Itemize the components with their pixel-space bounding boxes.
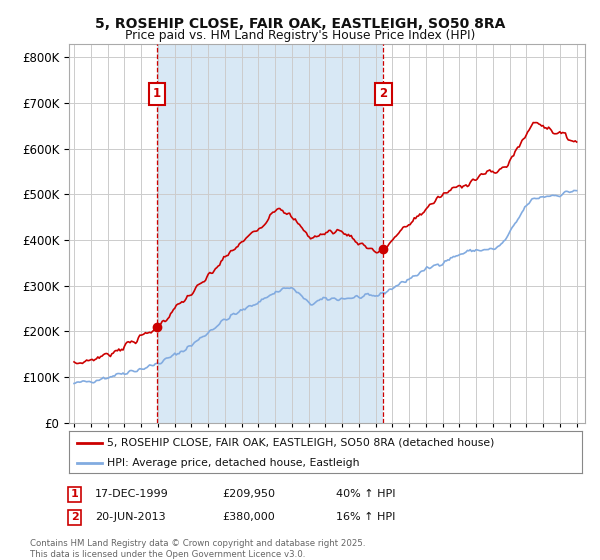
Text: 1: 1 <box>153 87 161 100</box>
Text: 1: 1 <box>71 489 79 500</box>
Text: 17-DEC-1999: 17-DEC-1999 <box>95 489 169 500</box>
Text: 16% ↑ HPI: 16% ↑ HPI <box>336 512 395 522</box>
Text: 5, ROSEHIP CLOSE, FAIR OAK, EASTLEIGH, SO50 8RA (detached house): 5, ROSEHIP CLOSE, FAIR OAK, EASTLEIGH, S… <box>107 438 495 448</box>
Text: £380,000: £380,000 <box>222 512 275 522</box>
Text: 2: 2 <box>71 512 79 522</box>
Text: Price paid vs. HM Land Registry's House Price Index (HPI): Price paid vs. HM Land Registry's House … <box>125 29 475 42</box>
Text: 5, ROSEHIP CLOSE, FAIR OAK, EASTLEIGH, SO50 8RA: 5, ROSEHIP CLOSE, FAIR OAK, EASTLEIGH, S… <box>95 17 505 31</box>
Text: 40% ↑ HPI: 40% ↑ HPI <box>336 489 395 500</box>
Text: Contains HM Land Registry data © Crown copyright and database right 2025.
This d: Contains HM Land Registry data © Crown c… <box>30 539 365 559</box>
Text: 20-JUN-2013: 20-JUN-2013 <box>95 512 166 522</box>
Text: 2: 2 <box>379 87 388 100</box>
Text: HPI: Average price, detached house, Eastleigh: HPI: Average price, detached house, East… <box>107 458 360 468</box>
Text: £209,950: £209,950 <box>222 489 275 500</box>
Bar <box>157 44 383 423</box>
